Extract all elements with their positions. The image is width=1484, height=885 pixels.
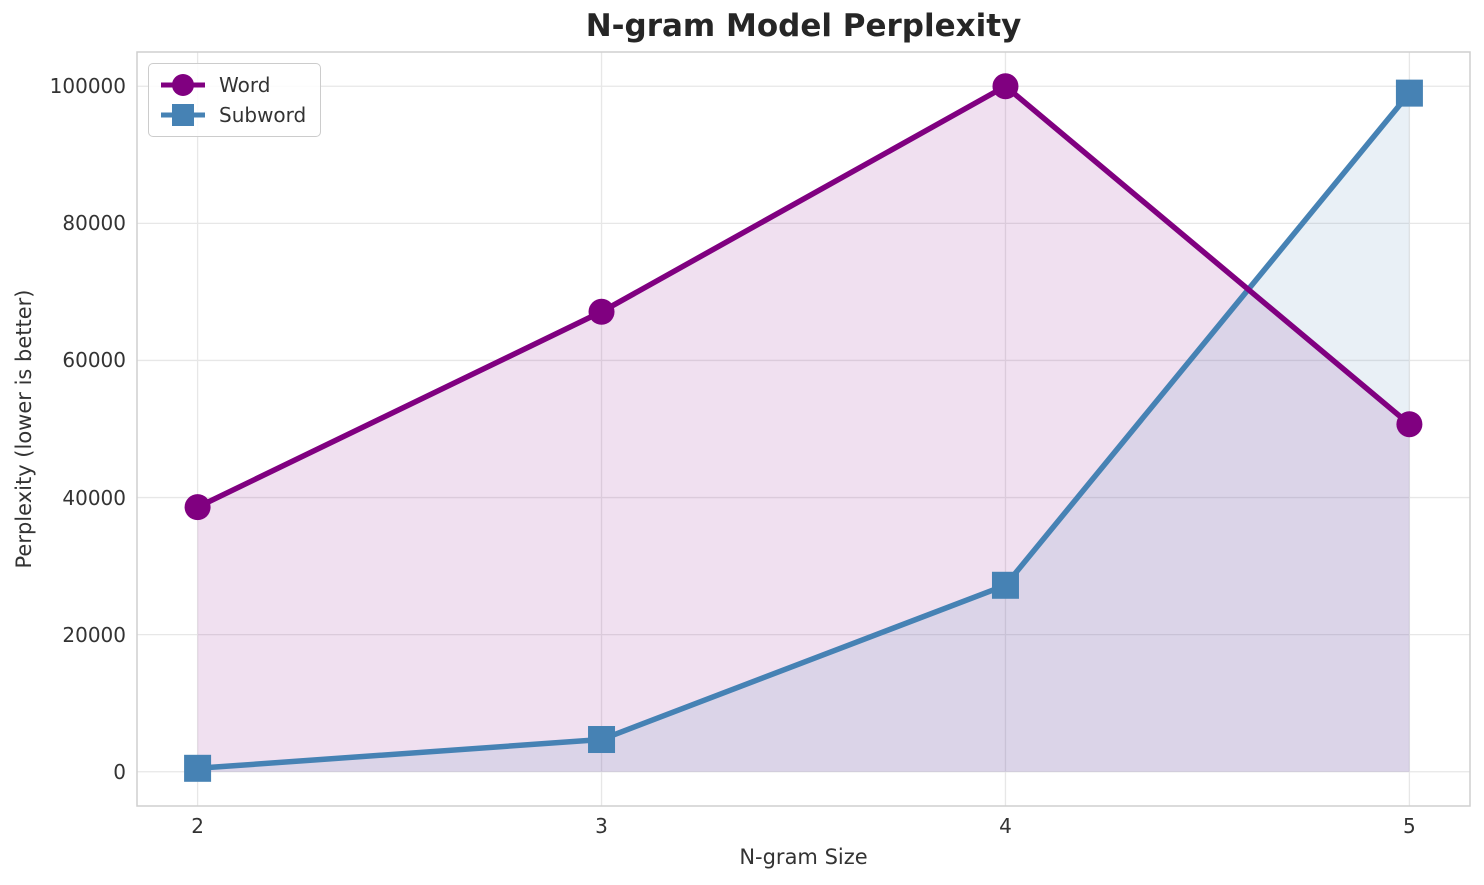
y-tick-label: 60000 [62, 348, 126, 373]
subword-marker-sample [172, 104, 194, 126]
data-point-subword [1395, 79, 1423, 107]
data-point-word [588, 298, 615, 325]
y-tick-label: 20000 [62, 622, 126, 647]
legend-label-word: Word [219, 73, 271, 97]
legend: Word Subword [148, 63, 322, 137]
y-tick-label: 40000 [62, 485, 126, 510]
y-tick-label: 0 [113, 759, 126, 784]
y-tick-label: 80000 [62, 211, 126, 236]
data-point-word [184, 494, 211, 521]
x-tick-label: 5 [1403, 814, 1416, 838]
data-point-subword [184, 754, 212, 782]
series-line-word [196, 83, 1412, 510]
series-line-subword [197, 91, 1412, 772]
x-axis-label: N-gram Size [739, 845, 868, 869]
legend-item-word: Word [159, 72, 306, 98]
word-marker-sample [172, 74, 194, 96]
y-axis-label: Perplexity (lower is better) [12, 289, 36, 569]
chart-title: N-gram Model Perplexity [585, 8, 1022, 44]
word-circle-marker-icon [161, 74, 205, 96]
fill-area-word [197, 86, 1410, 772]
fill-area-subword [197, 93, 1410, 772]
data-point-subword [991, 571, 1019, 599]
subword-square-marker-icon [161, 104, 205, 126]
legend-label-subword: Subword [219, 103, 307, 127]
x-tick-label: 2 [191, 814, 204, 838]
plot-border [136, 51, 1471, 807]
x-tick-label: 3 [595, 814, 608, 838]
y-tick-label: 100000 [49, 74, 126, 99]
x-tick-label: 4 [999, 814, 1012, 838]
data-point-word [992, 73, 1019, 100]
data-point-subword [588, 726, 616, 754]
legend-item-subword: Subword [159, 102, 306, 128]
data-point-word [1396, 411, 1423, 438]
